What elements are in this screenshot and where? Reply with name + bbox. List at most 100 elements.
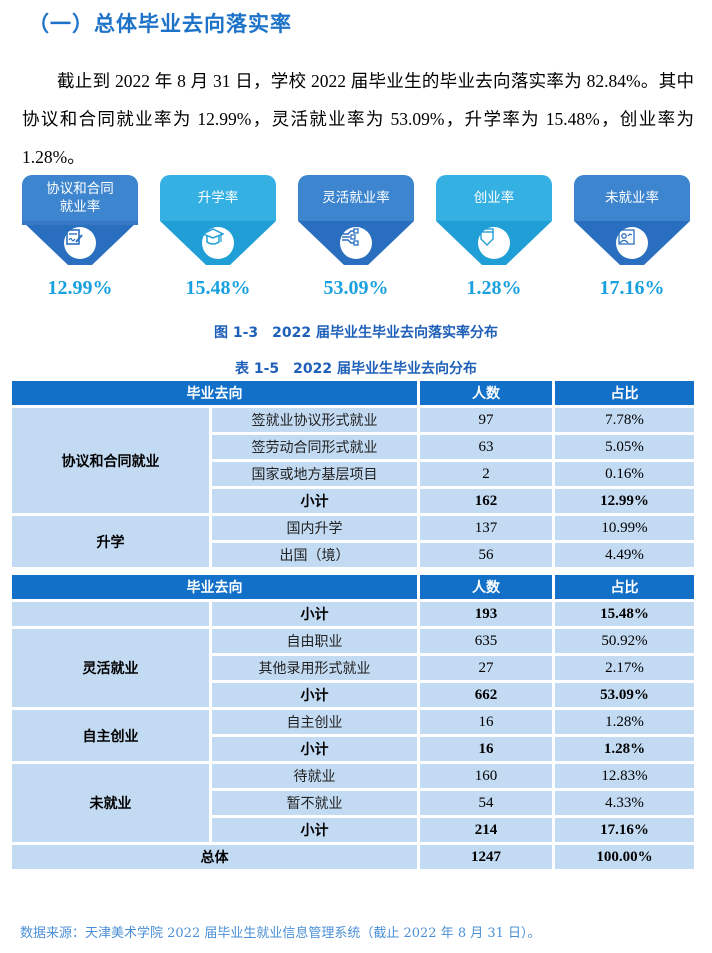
total-row: 总体 1247 100.00% [12, 845, 694, 869]
card-label: 协议和合同 就业率 [22, 175, 138, 221]
row-pct: 15.48% [554, 602, 694, 626]
card-label: 灵活就业率 [298, 175, 414, 221]
card-label: 升学率 [160, 175, 276, 221]
row-count: 16 [420, 710, 552, 734]
card-label-text: 创业率 [473, 190, 515, 206]
row-name: 小计 [211, 737, 418, 761]
row-count: 2 [420, 462, 552, 486]
row-pct: 5.05% [554, 435, 694, 459]
network-flow-icon [340, 227, 372, 259]
row-count: 635 [420, 629, 552, 653]
row-count: 27 [420, 656, 552, 680]
table-row: 灵活就业 自由职业 635 50.92% [12, 629, 694, 707]
row-name: 小计 [211, 489, 418, 513]
rate-cards: 协议和合同 就业率 12.99% 升学率 15.48% 灵活就业率 53.09%… [0, 175, 712, 305]
row-count: 54 [420, 791, 552, 815]
table-header-row: 毕业去向 人数 占比 [12, 381, 694, 405]
table-caption: 表 1-5 2022 届毕业生毕业去向分布 [234, 361, 477, 377]
row-pct: 50.92% [554, 629, 694, 653]
total-pct: 100.00% [554, 845, 694, 869]
card-value: 17.16% [599, 277, 665, 299]
header-destination: 毕业去向 [12, 575, 418, 599]
row-name: 自主创业 [211, 710, 418, 734]
row-count: 160 [420, 764, 552, 788]
row-pct: 1.28% [554, 737, 694, 761]
subtotal-row: 小计 662 53.09% [12, 683, 694, 707]
table-header-row-repeat: 毕业去向 人数 占比 [12, 575, 694, 599]
row-count: 662 [420, 683, 552, 707]
row-name: 其他录用形式就业 [211, 656, 418, 680]
table-row: 自主创业 自主创业 16 1.28% [12, 710, 694, 761]
card-contract-rate: 协议和合同 就业率 12.99% [22, 175, 138, 299]
table-row: 国家或地方基层项目 2 0.16% [12, 462, 694, 486]
header-pct: 占比 [554, 575, 694, 599]
row-name: 出国（境） [211, 543, 418, 567]
graduation-cap-icon [202, 227, 234, 259]
total-label: 总体 [12, 845, 418, 869]
category-cell: 自主创业 [12, 710, 209, 761]
row-name: 国内升学 [211, 516, 418, 540]
row-pct: 4.49% [554, 543, 694, 567]
contract-sign-icon [64, 227, 96, 259]
table-row: 其他录用形式就业 27 2.17% [12, 656, 694, 680]
destination-table: 毕业去向 人数 占比 协议和合同就业 签就业协议形式就业 97 7.78% 签劳… [9, 378, 697, 872]
person-chart-icon [616, 227, 648, 259]
row-pct: 1.28% [554, 710, 694, 734]
row-pct: 4.33% [554, 791, 694, 815]
card-value: 53.09% [323, 277, 389, 299]
card-value: 15.48% [185, 277, 251, 299]
row-pct: 7.78% [554, 408, 694, 432]
card-label-text: 灵活就业率 [322, 190, 390, 206]
row-pct: 12.83% [554, 764, 694, 788]
card-label-text: 升学率 [197, 190, 239, 206]
row-pct: 53.09% [554, 683, 694, 707]
card-value: 12.99% [47, 277, 113, 299]
row-count: 63 [420, 435, 552, 459]
row-count: 97 [420, 408, 552, 432]
header-pct: 占比 [554, 381, 694, 405]
card-entrepreneurship-rate: 创业率 1.28% [436, 175, 552, 299]
subtotal-row: 小计 193 15.48% [12, 602, 694, 626]
row-pct: 0.16% [554, 462, 694, 486]
table-row: 签劳动合同形式就业 63 5.05% [12, 435, 694, 459]
row-name: 待就业 [211, 764, 418, 788]
table-row: 协议和合同就业 签就业协议形式就业 97 7.78% [12, 408, 694, 513]
table-row: 未就业 待就业 160 12.83% [12, 764, 694, 842]
table-row: 出国（境） 56 4.49% [12, 543, 694, 567]
header-count: 人数 [420, 381, 552, 405]
figure-caption: 图 1-3 2022 届毕业生毕业去向落实率分布 [213, 325, 498, 341]
category-cell: 未就业 [12, 764, 209, 842]
row-name: 小计 [211, 818, 418, 842]
row-count: 162 [420, 489, 552, 513]
category-cell: 灵活就业 [12, 629, 209, 707]
subtotal-row: 小计 16 1.28% [12, 737, 694, 761]
row-name: 自由职业 [211, 629, 418, 653]
row-name: 小计 [211, 602, 418, 626]
category-cell: 协议和合同就业 [12, 408, 209, 513]
header-destination: 毕业去向 [12, 381, 418, 405]
category-cell: 升学 [12, 516, 209, 567]
badge-shield-icon [478, 227, 510, 259]
row-name: 暂不就业 [211, 791, 418, 815]
card-label-text: 未就业率 [605, 190, 659, 206]
data-source-note: 数据来源：天津美术学院 2022 届毕业生就业信息管理系统（截止 2022 年 … [20, 926, 541, 941]
card-value: 1.28% [466, 277, 522, 299]
row-name: 签就业协议形式就业 [211, 408, 418, 432]
row-name: 小计 [211, 683, 418, 707]
row-pct: 10.99% [554, 516, 694, 540]
total-count: 1247 [420, 845, 552, 869]
section-title: （一）总体毕业去向落实率 [28, 12, 292, 36]
subtotal-row: 小计 214 17.16% [12, 818, 694, 842]
row-name: 国家或地方基层项目 [211, 462, 418, 486]
row-pct: 2.17% [554, 656, 694, 680]
card-label: 未就业率 [574, 175, 690, 221]
table-row: 升学 国内升学 137 10.99% [12, 516, 694, 567]
card-flexible-employment-rate: 灵活就业率 53.09% [298, 175, 414, 299]
row-count: 16 [420, 737, 552, 761]
row-pct: 12.99% [554, 489, 694, 513]
row-count: 56 [420, 543, 552, 567]
summary-paragraph: 截止到 2022 年 8 月 31 日，学校 2022 届毕业生的毕业去向落实率… [22, 71, 694, 167]
card-unemployment-rate: 未就业率 17.16% [574, 175, 690, 299]
card-label: 创业率 [436, 175, 552, 221]
card-further-study-rate: 升学率 15.48% [160, 175, 276, 299]
